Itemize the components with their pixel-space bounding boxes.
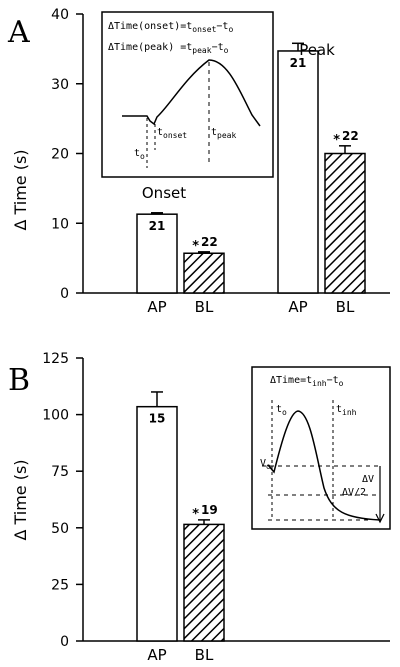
inset-a-tonset: tonset [157, 127, 187, 140]
category-label-bl: BL [195, 298, 214, 316]
n-label: 22 [342, 129, 359, 143]
inset-b-dv-arrowhead [375, 513, 385, 524]
inset-b-formula: ΔTime=tinh−to [270, 375, 344, 388]
n-label: 19 [201, 503, 218, 517]
inset-b-vo: Vo [260, 458, 271, 471]
inset-b-dv: ΔV [362, 474, 374, 485]
bar-bl [183, 523, 225, 642]
category-label-ap: AP [147, 646, 166, 664]
significance-marker: * [192, 239, 199, 254]
panel-a-y-ticks: 0 10 20 30 40 [51, 7, 83, 302]
inset-a-trace [122, 59, 261, 127]
panel-a-ylabel: Δ Time (s) [11, 149, 30, 230]
y-tick-label: 125 [42, 351, 69, 367]
category-label-bl: BL [195, 646, 214, 664]
inset-a-t0: to [134, 148, 145, 161]
panel-b-ylabel: Δ Time (s) [11, 459, 30, 540]
category-label-ap: AP [288, 298, 307, 316]
y-tick-label: 20 [51, 147, 69, 163]
inset-b-dv2: ΔV/2 [342, 487, 366, 498]
group-label-onset: Onset [142, 184, 186, 202]
inset-a-tpeak: tpeak [211, 127, 236, 140]
y-tick-label: 50 [51, 521, 69, 537]
inset-a-formula-peak: ΔTime(peak) =tpeak−to [108, 42, 229, 55]
inset-b-tinh: tinh [336, 404, 357, 417]
y-tick-label: 0 [60, 286, 69, 302]
y-tick-label: 40 [51, 7, 69, 23]
significance-marker: * [333, 133, 340, 148]
panel-b-bars: 15 AP * 19 BL [136, 391, 225, 664]
panel-b-label: B [8, 363, 30, 398]
panel-a-label: A [7, 15, 30, 50]
y-tick-label: 100 [42, 408, 69, 424]
panel-a-inset: ΔTime(onset)=tonset−to ΔTime(peak) =tpea… [101, 11, 274, 178]
y-tick-label: 30 [51, 77, 69, 93]
bar-bl [183, 252, 225, 294]
y-tick-label: 0 [60, 634, 69, 650]
n-label: 15 [149, 412, 166, 426]
inset-b-trace [267, 410, 381, 521]
group-label-peak: Peak [299, 41, 335, 59]
category-label-bl: BL [336, 298, 355, 316]
bar-ap [277, 50, 319, 294]
category-label-ap: AP [147, 298, 166, 316]
bar-ap [136, 405, 178, 642]
bar-ap [136, 213, 178, 294]
panel-b-y-ticks: 0 25 50 75 100 125 [42, 351, 83, 650]
inset-a-formula-onset: ΔTime(onset)=tonset−to [108, 21, 233, 34]
n-label: 22 [201, 235, 218, 249]
y-tick-label: 25 [51, 577, 69, 593]
y-tick-label: 10 [51, 216, 69, 232]
n-label: 21 [290, 56, 307, 70]
n-label: 21 [149, 219, 166, 233]
panel-b-inset: ΔTime=tinh−to Vo to tinh ΔV ΔV/2 [251, 366, 391, 530]
y-tick-label: 75 [51, 464, 69, 480]
bar-bl [324, 152, 366, 294]
inset-b-t0: to [276, 404, 287, 417]
significance-marker: * [192, 507, 199, 522]
